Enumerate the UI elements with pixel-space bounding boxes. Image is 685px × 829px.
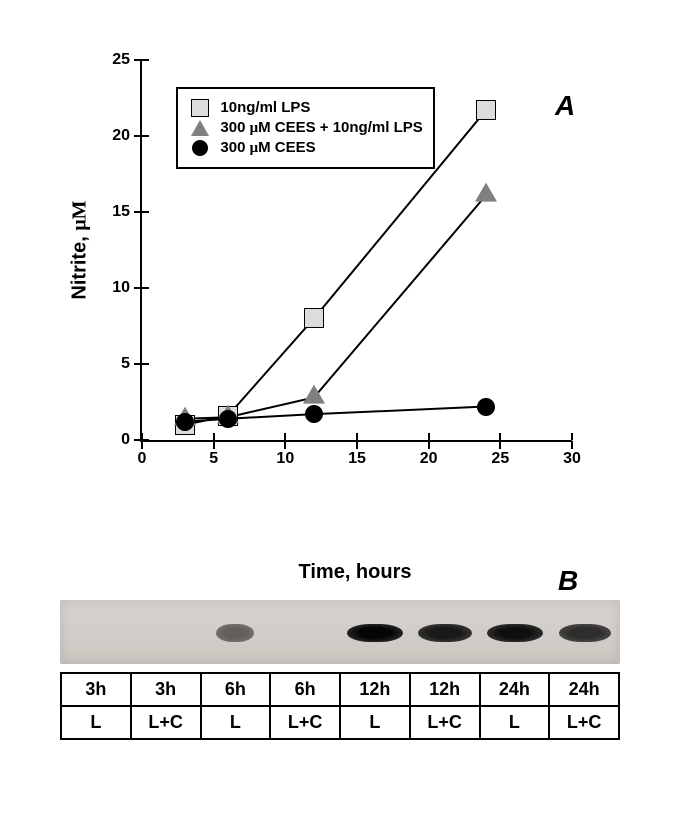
condition-cell: L [480, 706, 550, 739]
data-marker [219, 410, 237, 428]
y-axis-title: Nitrite, μM [69, 200, 92, 299]
data-marker [477, 398, 495, 416]
panel-a-chart: 051015202505101520253010ng/ml LPS300 μM … [60, 40, 620, 520]
condition-cell: L [201, 706, 271, 739]
y-tick-label: 20 [112, 127, 142, 145]
legend-label: 300 μM CEES [214, 139, 315, 157]
time-cell: 12h [340, 673, 410, 706]
time-cell: 24h [549, 673, 619, 706]
legend-label: 300 μM CEES + 10ng/ml LPS [214, 119, 422, 137]
y-tick-label: 15 [112, 203, 142, 221]
y-tick-label: 25 [112, 51, 142, 69]
triangle-icon [191, 120, 209, 136]
lane-table: 3h3h6h6h12h12h24h24h LL+CLL+CLL+CLL+C [60, 672, 620, 740]
panel-b-label: B [558, 565, 578, 597]
square-icon [191, 99, 209, 117]
data-marker [304, 308, 324, 328]
time-cell: 3h [61, 673, 131, 706]
legend: 10ng/ml LPS 300 μM CEES + 10ng/ml LPS 300 … [176, 87, 434, 169]
legend-label: 10ng/ml LPS [214, 99, 310, 117]
panel-a-label: A [555, 90, 575, 122]
condition-cell: L+C [549, 706, 619, 739]
condition-cell: L+C [270, 706, 340, 739]
y-axis-title-prefix: Nitrite, [69, 231, 91, 300]
gel-band [347, 624, 403, 642]
time-cell: 6h [270, 673, 340, 706]
x-axis-title: Time, hours [299, 561, 412, 584]
x-tick-label: 10 [276, 440, 294, 468]
condition-cell: L [61, 706, 131, 739]
table-row-conditions: LL+CLL+CLL+CLL+C [61, 706, 619, 739]
condition-cell: L+C [131, 706, 201, 739]
gel-band [487, 624, 543, 642]
x-tick-label: 25 [491, 440, 509, 468]
table-row-times: 3h3h6h6h12h12h24h24h [61, 673, 619, 706]
data-marker [176, 413, 194, 431]
y-tick-label: 10 [112, 279, 142, 297]
legend-item: 300 μM CEES [186, 139, 422, 157]
time-cell: 3h [131, 673, 201, 706]
y-tick-label: 5 [121, 355, 142, 373]
gel-band [559, 624, 612, 642]
legend-item: 10ng/ml LPS [186, 99, 422, 117]
data-marker [305, 405, 323, 423]
gel-image [60, 600, 620, 664]
x-tick-label: 5 [209, 440, 218, 468]
plot-area: 051015202505101520253010ng/ml LPS300 μM … [140, 60, 572, 442]
x-tick-label: 30 [563, 440, 581, 468]
condition-cell: L [340, 706, 410, 739]
page: 051015202505101520253010ng/ml LPS300 μM … [0, 0, 685, 829]
time-cell: 24h [480, 673, 550, 706]
gel-band [418, 624, 473, 642]
data-marker [475, 183, 497, 202]
legend-item: 300 μM CEES + 10ng/ml LPS [186, 119, 422, 137]
x-tick-label: 15 [348, 440, 366, 468]
x-tick-label: 20 [420, 440, 438, 468]
gel-band [216, 624, 255, 642]
y-axis-title-unit: μM [69, 200, 91, 230]
condition-cell: L+C [410, 706, 480, 739]
time-cell: 6h [201, 673, 271, 706]
time-cell: 12h [410, 673, 480, 706]
panel-b: 3h3h6h6h12h12h24h24h LL+CLL+CLL+CLL+C [60, 600, 620, 740]
data-marker [476, 100, 496, 120]
circle-icon [192, 140, 208, 156]
data-marker [303, 385, 325, 404]
x-tick-label: 0 [138, 440, 147, 468]
